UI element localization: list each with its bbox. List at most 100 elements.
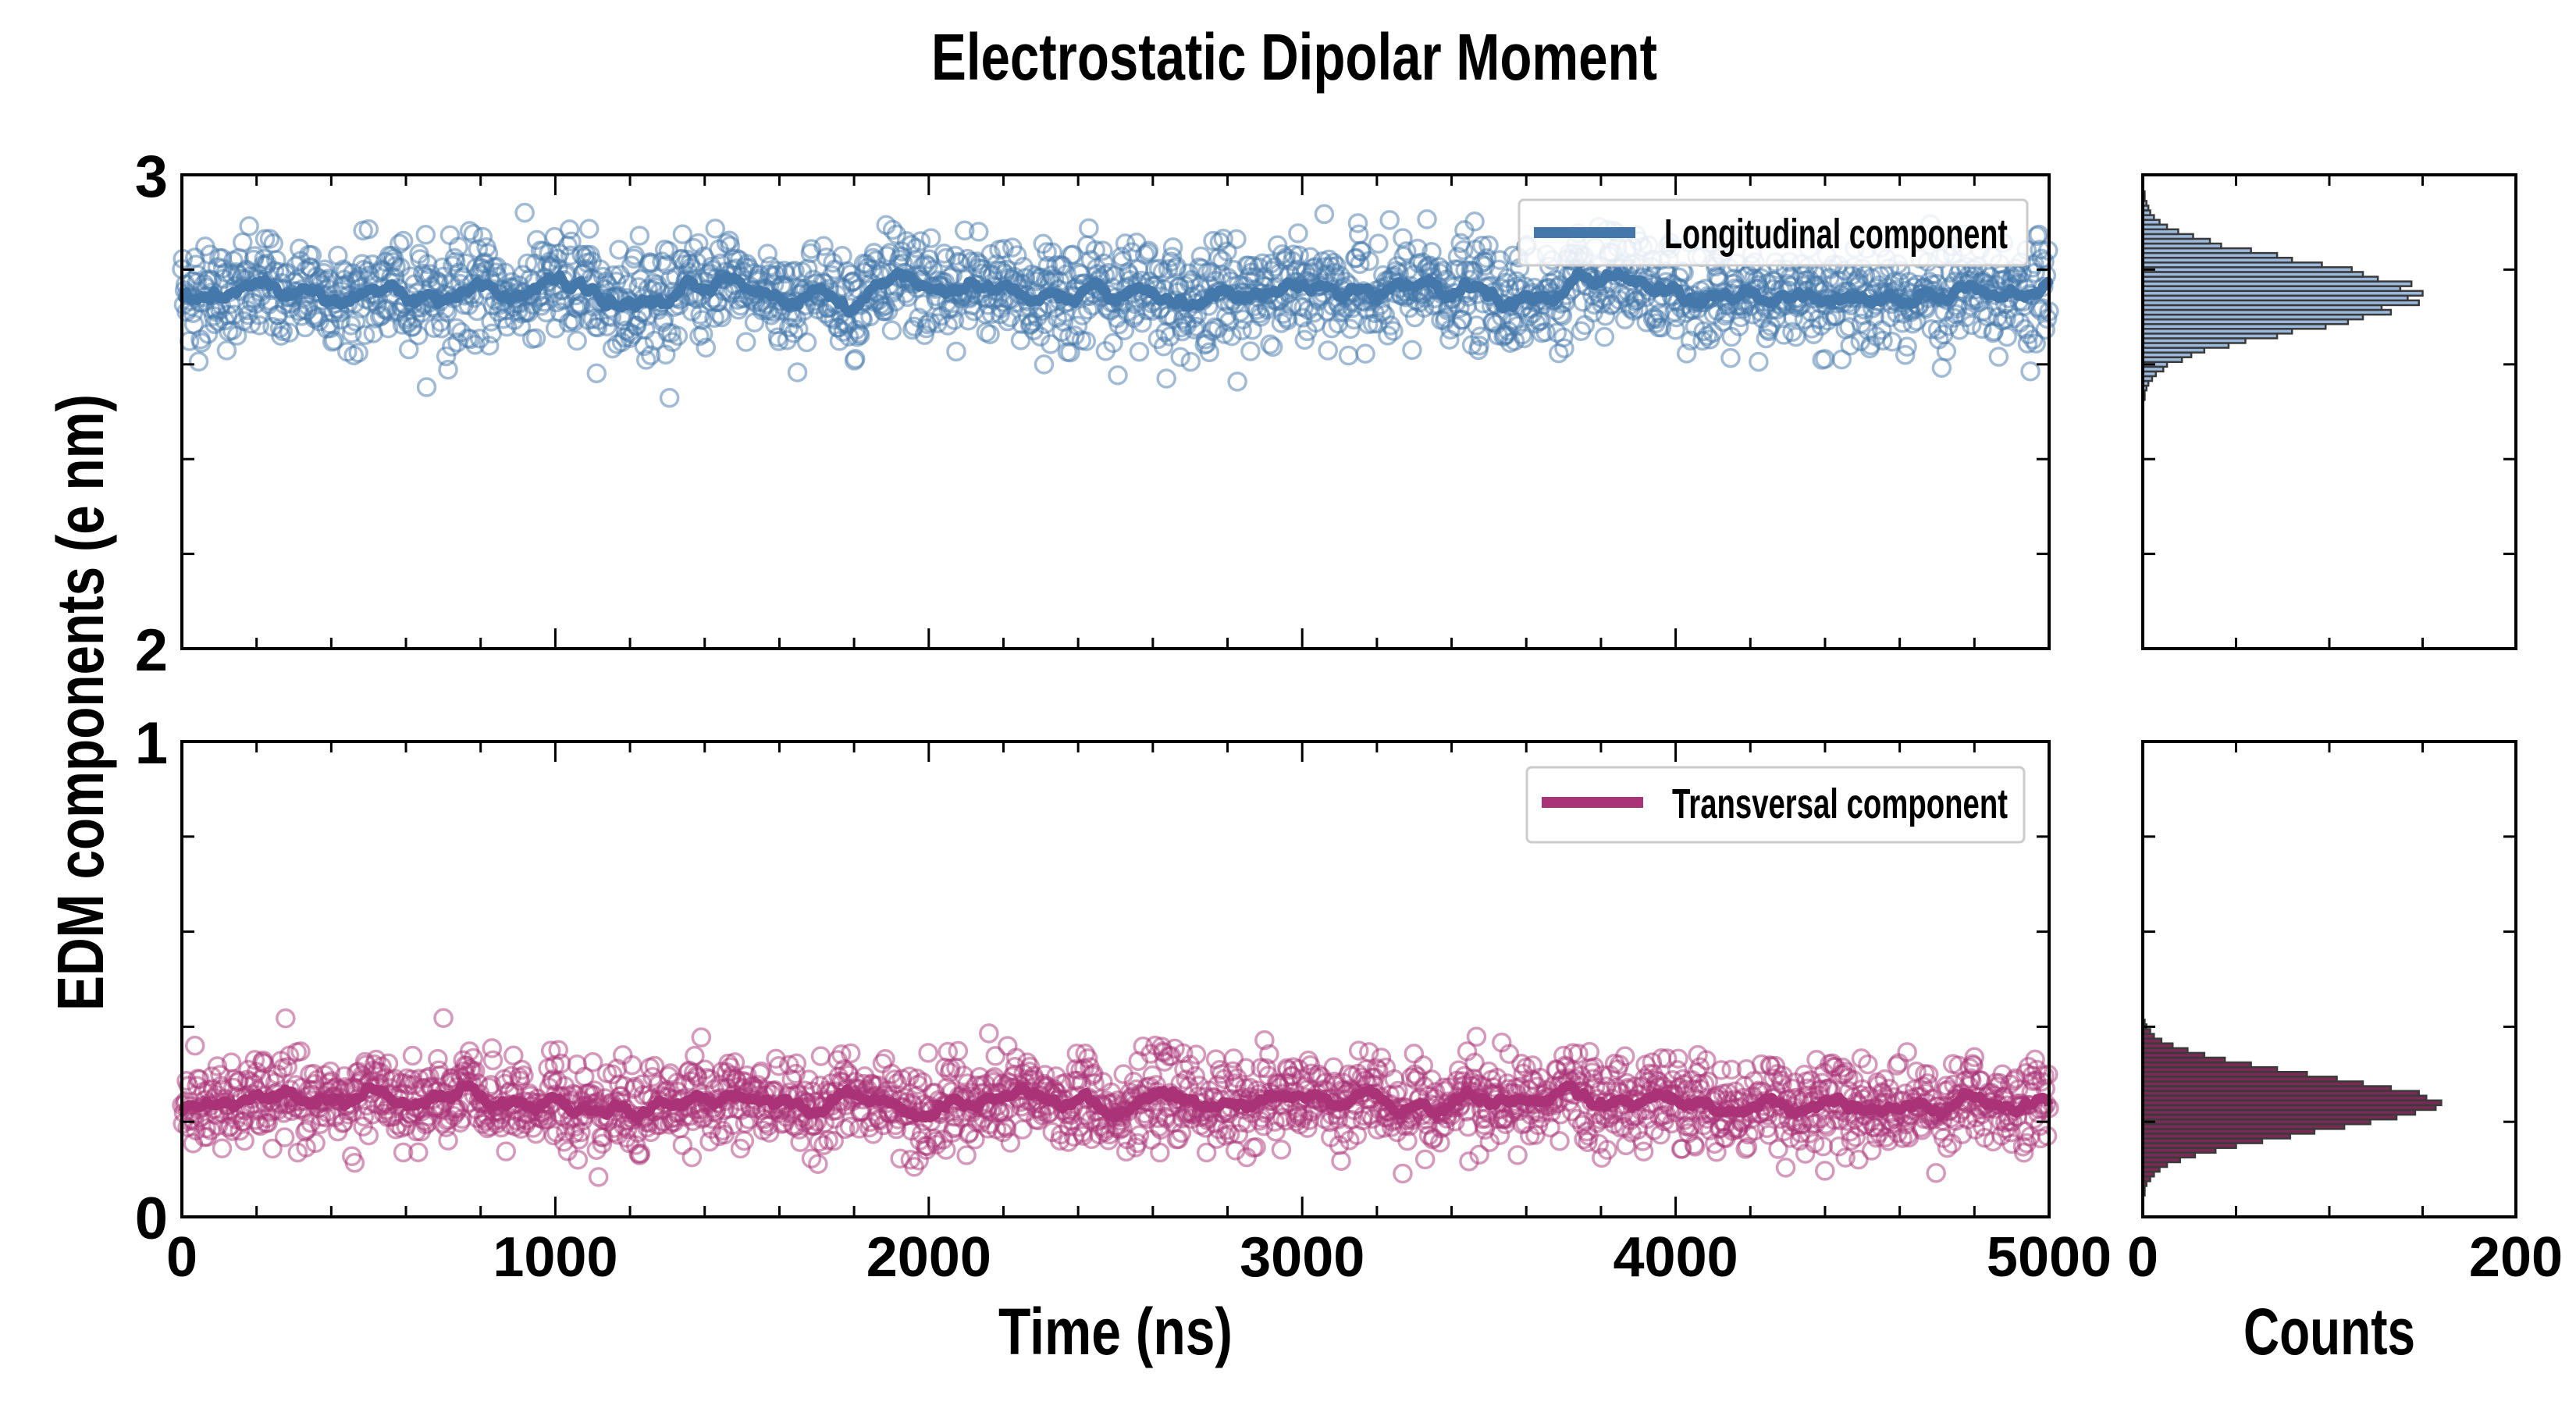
data-point (1213, 229, 1233, 249)
data-point (1466, 1026, 1487, 1047)
data-point (348, 343, 368, 363)
data-point (402, 1045, 423, 1066)
data-point (954, 220, 975, 241)
data-point (1720, 347, 1741, 368)
data-point (1034, 314, 1055, 335)
data-point (681, 1147, 703, 1168)
data-point (1232, 320, 1252, 340)
data-point (881, 320, 902, 340)
data-point (1448, 259, 1469, 279)
data-point (1414, 1149, 1436, 1170)
data-point (918, 1043, 938, 1063)
data-point (248, 304, 269, 325)
data-point (2020, 361, 2041, 382)
data-point (1453, 240, 1474, 261)
data-point (578, 219, 600, 239)
y-tick-label: 2 (135, 617, 168, 684)
data-point (1404, 1044, 1425, 1064)
data-point (216, 340, 237, 361)
data-point (1785, 326, 1806, 347)
data-point (1314, 204, 1335, 225)
data-point (784, 323, 804, 343)
data-point (1775, 1158, 1796, 1178)
data-point (479, 336, 500, 356)
data-point (979, 1023, 999, 1044)
data-point (185, 1035, 205, 1056)
data-point (813, 1135, 834, 1155)
y-axis-label: EDM components (e nm) (44, 394, 117, 1011)
data-point (1815, 1161, 1835, 1181)
data-point (1007, 245, 1027, 265)
data-point (1396, 241, 1417, 261)
data-point (662, 332, 682, 353)
data-point (378, 318, 399, 339)
data-point (691, 1027, 712, 1048)
data-point (1355, 343, 1375, 364)
data-point (1668, 1048, 1688, 1069)
data-point (249, 315, 270, 336)
data-point (1421, 241, 1442, 262)
data-point (1170, 347, 1190, 368)
chart-title: Electrostatic Dipolar Moment (931, 20, 1657, 94)
data-point (910, 231, 931, 251)
data-point (980, 324, 1000, 345)
data-point (1535, 322, 1556, 343)
data-point (1651, 317, 1672, 338)
data-point (340, 315, 361, 336)
data-point (1300, 247, 1321, 268)
data-point (438, 359, 458, 380)
data-point (1552, 305, 1573, 326)
data-point (1633, 1141, 1654, 1162)
data-point (188, 351, 209, 372)
data-point (266, 250, 286, 270)
data-point (1840, 336, 1860, 356)
data-point (968, 222, 989, 242)
x-tick-label: 4000 (1614, 1226, 1738, 1289)
data-point (1222, 325, 1242, 347)
bottom-histogram-panel (2141, 740, 2517, 1218)
data-point (642, 253, 662, 273)
data-point (1037, 242, 1057, 262)
x-tick-label: 0 (166, 1226, 197, 1289)
data-point (239, 216, 259, 237)
data-point (1676, 343, 1697, 364)
data-point (1223, 1048, 1244, 1069)
data-point (1553, 327, 1574, 348)
data-point (1340, 318, 1361, 340)
data-point (1129, 341, 1150, 362)
data-point (276, 1008, 296, 1029)
data-point (1368, 233, 1389, 254)
data-point (1199, 342, 1220, 363)
data-point (345, 311, 366, 332)
data-point (785, 261, 805, 281)
data-point (301, 245, 322, 265)
x-tick-label: 5000 (1987, 1226, 2112, 1289)
data-point (998, 311, 1018, 332)
data-point (1348, 224, 1369, 244)
data-point (944, 310, 965, 330)
data-point (330, 309, 351, 330)
data-point (212, 1138, 233, 1159)
data-point (561, 231, 582, 252)
data-point (514, 202, 535, 223)
data-point (1056, 264, 1076, 285)
data-point (1347, 213, 1368, 233)
hist-x-tick-label: 200 (2469, 1226, 2563, 1289)
data-point (901, 234, 922, 255)
data-point (1350, 254, 1370, 274)
data-point (448, 237, 468, 257)
hist-x-axis-label: Counts (2243, 1295, 2415, 1368)
data-point (274, 1127, 295, 1147)
y-tick-label: 1 (135, 710, 168, 777)
data-point (415, 225, 436, 245)
data-point (601, 307, 622, 327)
data-point (586, 363, 607, 384)
data-point (696, 337, 717, 358)
data-point (1469, 335, 1489, 356)
data-point (796, 332, 817, 353)
legend-top-label: Longitudinal component (1664, 211, 2008, 258)
data-point (259, 229, 280, 249)
top-scatter-panel (172, 173, 2059, 650)
data-point (998, 1036, 1018, 1056)
data-point (1153, 336, 1174, 357)
